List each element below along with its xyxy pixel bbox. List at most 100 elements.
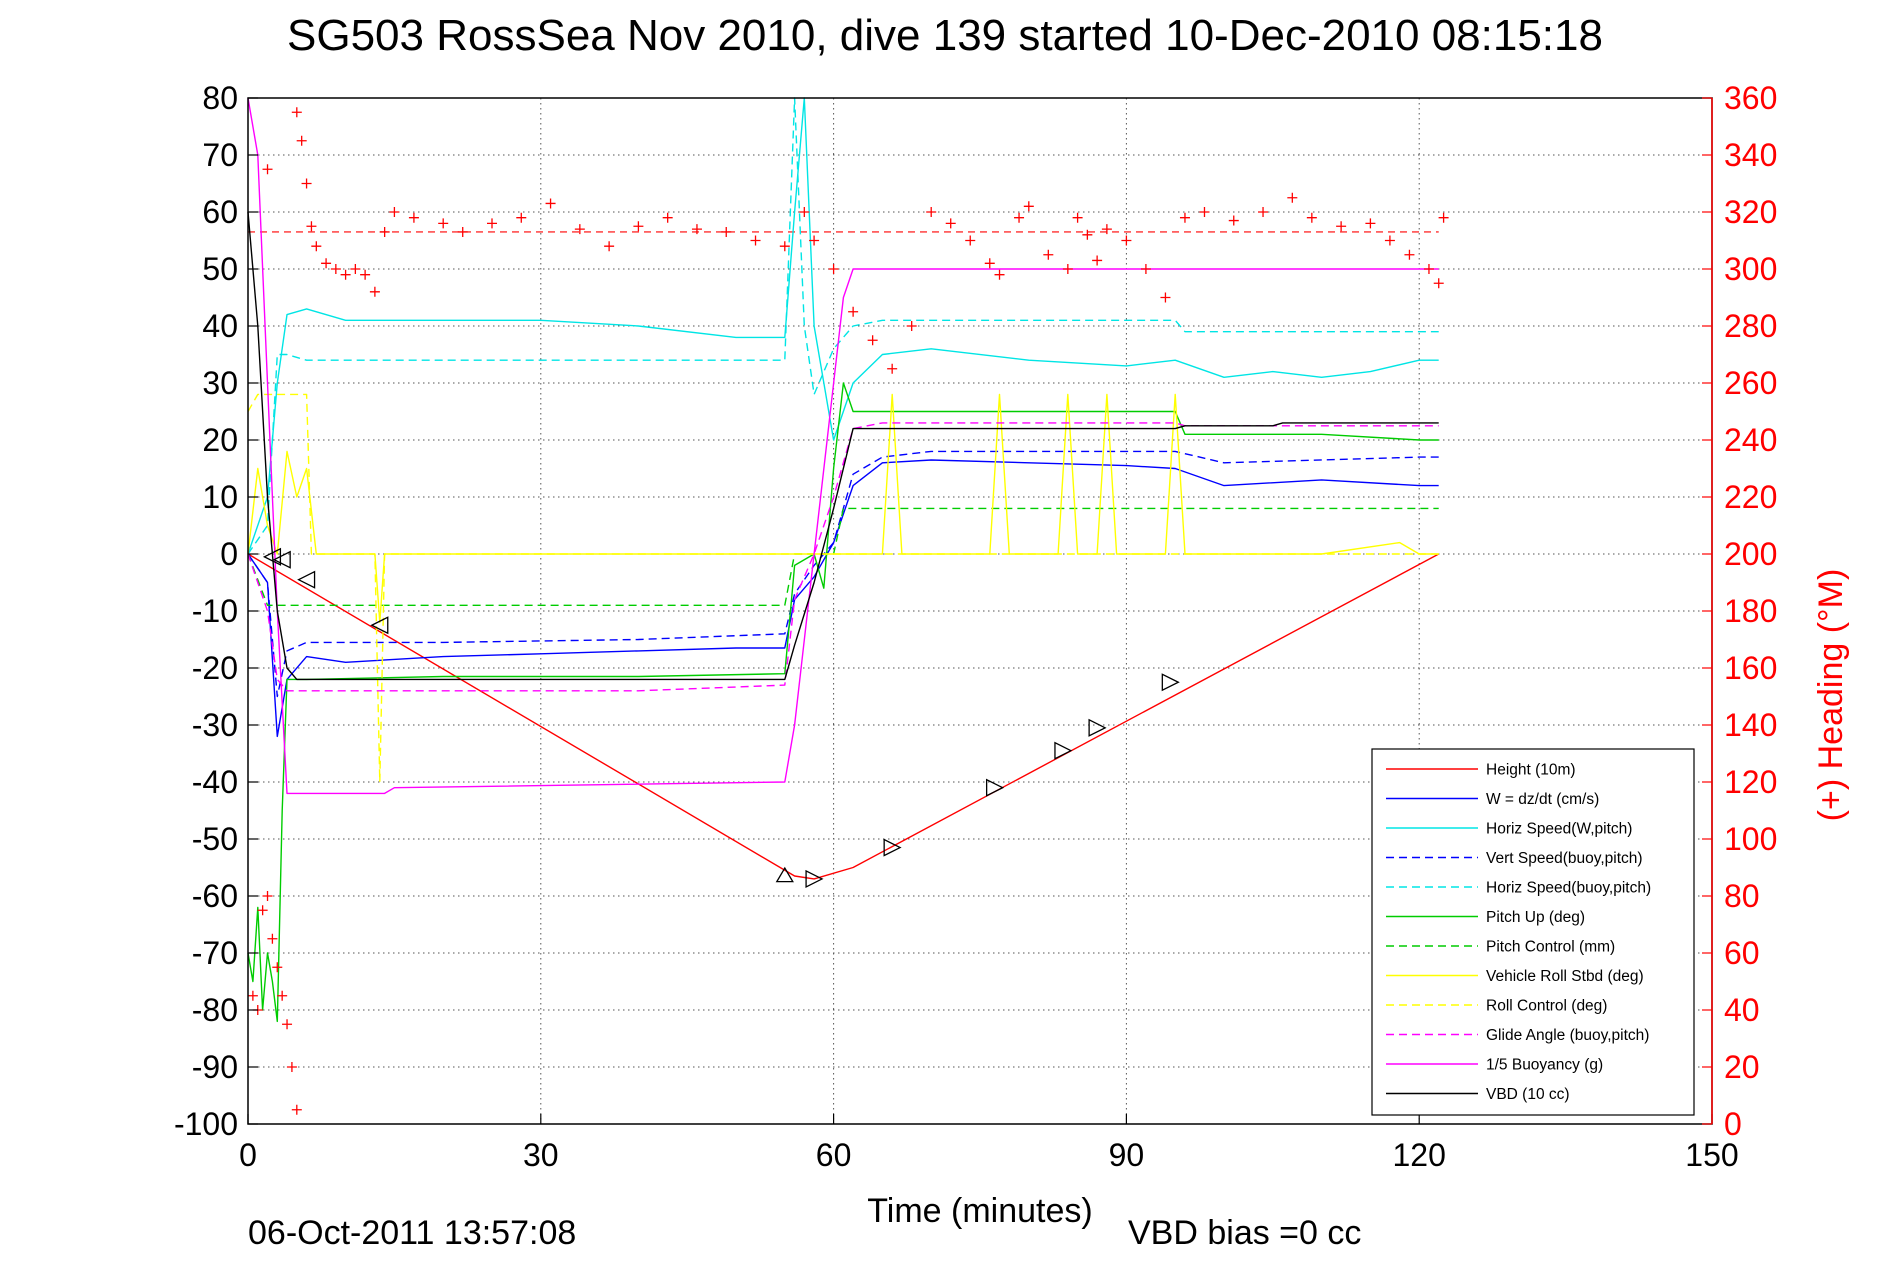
heading-point bbox=[262, 164, 273, 175]
x-tick-label: 120 bbox=[1393, 1137, 1446, 1173]
heading-point bbox=[1306, 212, 1317, 223]
y-tick-label: -60 bbox=[192, 878, 238, 914]
legend-label: Horiz Speed(buoy,pitch) bbox=[1486, 880, 1651, 897]
point-marker bbox=[1054, 741, 1073, 760]
series-line-6 bbox=[247, 507, 1439, 606]
y2-axis-label: (+) Heading (°M) bbox=[1812, 569, 1850, 822]
heading-point bbox=[291, 107, 302, 118]
heading-point bbox=[301, 178, 312, 189]
point-markers bbox=[262, 547, 1180, 888]
footer-timestamp: 06-Oct-2011 13:57:08 bbox=[248, 1214, 576, 1252]
heading-point bbox=[1072, 212, 1083, 223]
heading-point bbox=[1023, 201, 1034, 212]
series-line-8 bbox=[247, 393, 1439, 783]
heading-point bbox=[360, 269, 371, 280]
heading-point bbox=[286, 1062, 297, 1072]
heading-point bbox=[369, 286, 380, 297]
heading-point bbox=[848, 306, 859, 317]
heading-point bbox=[408, 212, 419, 223]
legend-label: Glide Angle (buoy,pitch) bbox=[1486, 1027, 1649, 1044]
y2-tick-label: 120 bbox=[1724, 764, 1777, 800]
legend-label: VBD (10 cc) bbox=[1486, 1086, 1570, 1103]
heading-point bbox=[1287, 192, 1298, 203]
chart-title: SG503 RossSea Nov 2010, dive 139 started… bbox=[287, 11, 1603, 60]
heading-point bbox=[306, 221, 317, 232]
point-marker bbox=[883, 838, 902, 857]
heading-point bbox=[311, 241, 322, 252]
heading-point bbox=[1228, 215, 1239, 226]
heading-point bbox=[296, 135, 307, 146]
heading-point bbox=[721, 226, 732, 237]
heading-point bbox=[691, 224, 702, 235]
y-tick-label: -100 bbox=[174, 1106, 238, 1142]
y-tick-label: -50 bbox=[192, 821, 238, 857]
heading-point bbox=[545, 198, 556, 209]
y-tick-label: 10 bbox=[202, 479, 238, 515]
heading-point bbox=[262, 891, 273, 901]
heading-point bbox=[350, 264, 361, 274]
y2-tick-label: 0 bbox=[1724, 1106, 1742, 1142]
heading-point bbox=[379, 226, 390, 237]
y-tick-label: 30 bbox=[202, 365, 238, 401]
series-lines bbox=[247, 97, 1440, 1023]
heading-point bbox=[828, 264, 839, 274]
series-line-10 bbox=[247, 97, 1439, 795]
heading-point bbox=[867, 335, 878, 346]
heading-point bbox=[272, 962, 283, 973]
heading-point bbox=[887, 363, 898, 374]
heading-point bbox=[1433, 278, 1444, 289]
heading-point bbox=[330, 264, 341, 274]
y2-tick-label: 260 bbox=[1724, 365, 1777, 401]
heading-point bbox=[257, 905, 268, 916]
point-marker bbox=[272, 550, 291, 569]
x-axis-ticks: 0 30 60 90 120 150 bbox=[239, 1114, 1739, 1173]
y-tick-label: 20 bbox=[202, 422, 238, 458]
heading-point bbox=[487, 218, 497, 229]
series-line-4 bbox=[247, 97, 1439, 555]
y-tick-label: -30 bbox=[192, 707, 238, 743]
heading-point bbox=[340, 269, 351, 280]
legend-label: W = dz/dt (cm/s) bbox=[1486, 791, 1599, 808]
heading-point bbox=[321, 258, 332, 269]
heading-point bbox=[984, 258, 995, 269]
y2-tick-label: 280 bbox=[1724, 308, 1777, 344]
heading-point bbox=[282, 1019, 293, 1030]
y2-tick-label: 100 bbox=[1724, 821, 1777, 857]
y2-tick-label: 220 bbox=[1724, 479, 1777, 515]
heading-point bbox=[457, 226, 468, 237]
heading-point bbox=[1062, 264, 1073, 274]
heading-point bbox=[1092, 255, 1103, 266]
heading-point bbox=[945, 218, 956, 229]
heading-point bbox=[1121, 235, 1132, 246]
legend-label: Vehicle Roll Stbd (deg) bbox=[1486, 968, 1644, 985]
y-tick-label: -90 bbox=[192, 1049, 238, 1085]
y-tick-label: -70 bbox=[192, 935, 238, 971]
y2-tick-label: 80 bbox=[1724, 878, 1760, 914]
heading-point bbox=[1336, 221, 1347, 232]
y-tick-label: -10 bbox=[192, 593, 238, 629]
heading-point bbox=[1438, 212, 1449, 223]
x-tick-label: 60 bbox=[816, 1137, 852, 1173]
point-marker bbox=[297, 570, 316, 589]
y-tick-label: 70 bbox=[202, 137, 238, 173]
x-tick-label: 30 bbox=[523, 1137, 559, 1173]
heading-point bbox=[1101, 224, 1112, 235]
y-tick-label: -20 bbox=[192, 650, 238, 686]
heading-point bbox=[1423, 264, 1434, 274]
x-tick-label: 150 bbox=[1685, 1137, 1738, 1173]
heading-point bbox=[277, 990, 288, 1001]
x-axis-label: Time (minutes) bbox=[867, 1192, 1092, 1230]
heading-point bbox=[247, 990, 258, 1001]
heading-point bbox=[662, 212, 673, 223]
y2-tick-label: 200 bbox=[1724, 536, 1777, 572]
legend-label: Vert Speed(buoy,pitch) bbox=[1486, 850, 1643, 867]
series-line-1 bbox=[247, 459, 1439, 738]
heading-point bbox=[779, 241, 790, 252]
heading-point bbox=[1160, 292, 1171, 303]
footer-vbd-bias: VBD bias =0 cc bbox=[1128, 1214, 1361, 1252]
heading-point bbox=[516, 212, 527, 223]
y2-tick-label: 40 bbox=[1724, 992, 1760, 1028]
point-marker bbox=[370, 616, 389, 635]
